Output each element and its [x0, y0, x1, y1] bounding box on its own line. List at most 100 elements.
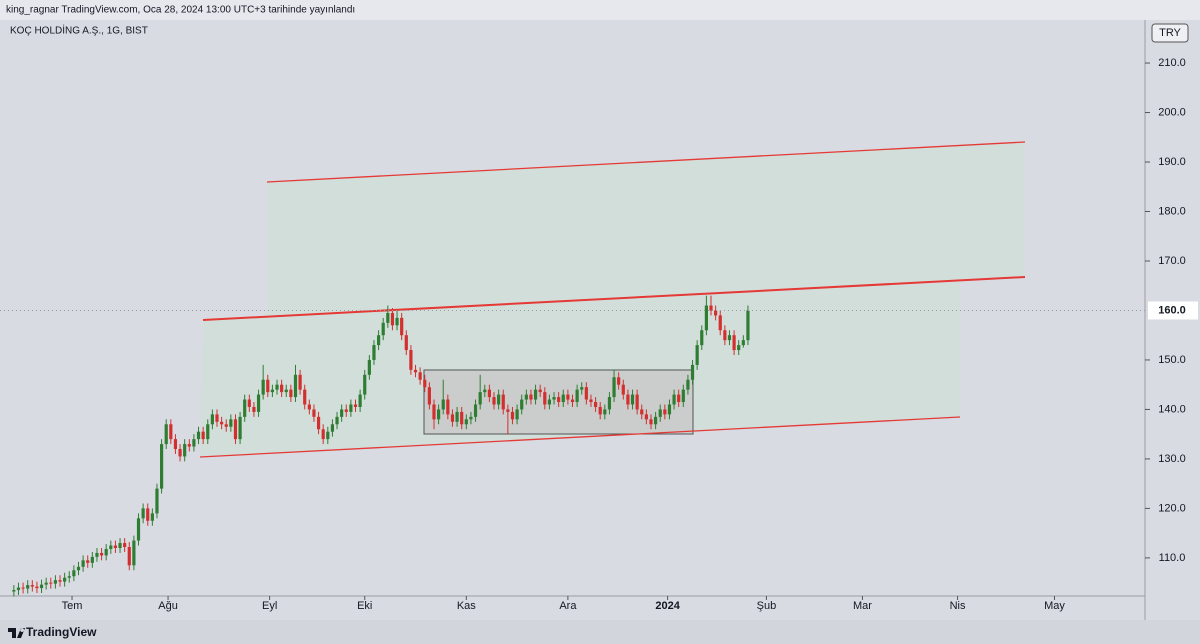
candle-body: [173, 439, 178, 450]
candle-body: [390, 312, 395, 326]
x-tick-label: May: [1044, 600, 1065, 612]
candle-body: [547, 399, 552, 405]
candle-body: [580, 387, 584, 390]
candle-body: [552, 397, 556, 400]
candle-body: [704, 305, 708, 331]
candle-body: [441, 399, 445, 410]
y-tick-label: 180.0: [1158, 205, 1186, 217]
candle-body: [99, 552, 104, 556]
y-tick-label: 210.0: [1158, 57, 1186, 69]
y-tick-label: 120.0: [1158, 502, 1186, 514]
candle-body: [58, 580, 62, 582]
candle-body: [316, 416, 321, 430]
chart-title: KOÇ HOLDİNG A.Ş., 1G, BIST: [10, 24, 148, 37]
candle-body: [275, 384, 279, 390]
candle-body: [215, 414, 219, 422]
candle-body: [321, 429, 325, 440]
candle-body: [714, 310, 718, 316]
candle-body: [473, 404, 478, 417]
header-bar: [0, 0, 1200, 20]
candle-body: [566, 394, 570, 400]
candle-body: [72, 570, 76, 577]
candle-body: [681, 389, 685, 403]
candle-body: [746, 310, 750, 341]
candle-body: [298, 374, 302, 390]
x-tick-label: Mar: [853, 600, 872, 612]
candle-body: [437, 409, 441, 420]
candle-body: [737, 345, 741, 351]
candle-body: [612, 377, 616, 398]
candle-body: [159, 444, 164, 489]
candle-body: [307, 404, 311, 410]
candle-body: [210, 414, 214, 425]
candle-body: [575, 389, 579, 403]
last-price-label: 160.0: [1158, 304, 1186, 316]
candle-body: [603, 409, 607, 415]
candle-body: [86, 560, 90, 563]
candle-body: [146, 508, 150, 521]
candle-body: [658, 409, 662, 417]
candle-body: [718, 315, 722, 331]
candles: [12, 295, 750, 597]
candle-body: [289, 389, 293, 398]
candle-body: [695, 345, 699, 365]
candle-body: [413, 369, 418, 373]
candle-body: [598, 406, 602, 415]
candle-body: [510, 411, 515, 420]
candle-body: [340, 409, 344, 417]
candle-body: [515, 409, 519, 420]
trend-line: [202, 276, 1026, 321]
candle-body: [12, 590, 16, 592]
x-tick-label: Kas: [457, 600, 476, 612]
candle-body: [344, 409, 348, 412]
candle-body: [529, 394, 533, 400]
candle-body: [353, 404, 358, 407]
candle-body: [220, 421, 224, 425]
candle-body: [266, 379, 270, 393]
trend-line: [199, 416, 961, 458]
candle-body: [570, 399, 575, 403]
candle-body: [169, 424, 173, 440]
candle-body: [349, 404, 353, 412]
candle-body: [16, 587, 21, 591]
channel-zone: [267, 142, 1025, 317]
candle-body: [326, 431, 330, 440]
candle-body: [446, 399, 450, 415]
candle-body: [649, 419, 653, 425]
candle-body: [506, 409, 510, 412]
candle-body: [589, 399, 593, 403]
candle-body: [557, 397, 561, 403]
candle-body: [136, 518, 141, 541]
candle-body: [238, 416, 242, 440]
candle-body: [404, 335, 408, 351]
candle-body: [686, 379, 690, 390]
candle-body: [35, 586, 39, 589]
candle-body: [644, 414, 648, 420]
candle-body: [280, 384, 284, 393]
candle-body: [450, 414, 455, 422]
candle-body: [270, 389, 274, 393]
candle-body: [247, 399, 251, 407]
y-tick-label: 200.0: [1158, 106, 1186, 118]
candle-body: [520, 399, 524, 410]
candle-body: [621, 384, 625, 395]
candle-body: [654, 416, 658, 425]
candle-body: [478, 392, 482, 405]
y-tick-label: 140.0: [1158, 403, 1186, 415]
candle-body: [192, 439, 196, 447]
candle-body: [690, 364, 695, 380]
x-tick-label: Ara: [559, 600, 577, 612]
x-tick-label: Şub: [757, 600, 777, 612]
candle-body: [455, 411, 459, 422]
candle-body: [363, 374, 367, 395]
currency-box: [1151, 23, 1189, 43]
candle-body: [663, 409, 667, 415]
x-tick-label: Tem: [62, 600, 83, 612]
candle-body: [741, 340, 745, 346]
candle-body: [640, 409, 644, 415]
candle-body: [113, 545, 118, 548]
footer-bar: [0, 620, 1200, 644]
candle-body: [81, 560, 85, 567]
candle-body: [409, 350, 413, 370]
candle-body: [561, 394, 565, 403]
